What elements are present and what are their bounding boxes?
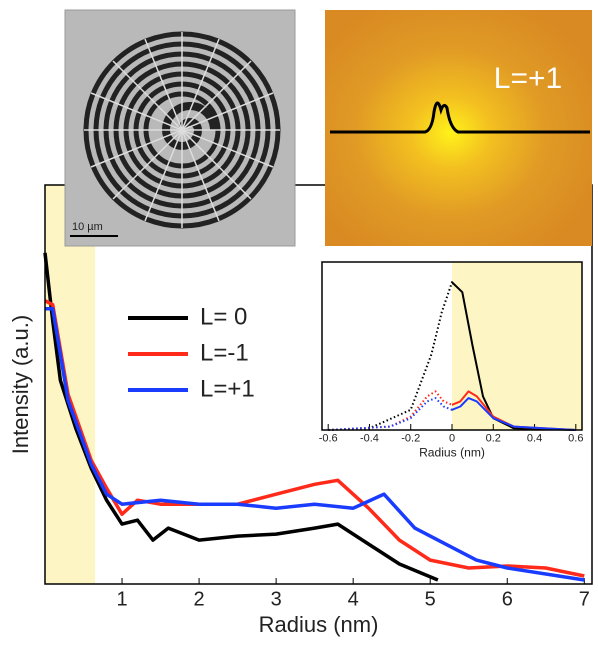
legend-label: L=+1 bbox=[200, 375, 255, 402]
legend-label: L= 0 bbox=[200, 303, 247, 330]
figure: 1 2 3 4 5 6 7 Radius (nm) Intensity (a.u.) L= 0 L=… bbox=[0, 0, 598, 651]
x-tick-label: 0.6 bbox=[568, 433, 583, 445]
legend-label: L=-1 bbox=[200, 339, 249, 366]
map-label: L=+1 bbox=[494, 62, 562, 95]
inset-chart: -0.6 -0.4 -0.2 0 0.2 0.4 0.6 Radius (nm) bbox=[319, 262, 584, 459]
x-tick-label: 0.2 bbox=[486, 433, 501, 445]
y-axis-label: Intensity (a.u.) bbox=[8, 315, 33, 454]
x-tick-label: 4 bbox=[348, 588, 359, 610]
x-axis-label: Radius (nm) bbox=[259, 612, 379, 637]
x-tick-label: -0.6 bbox=[319, 433, 338, 445]
x-tick-label: 1 bbox=[116, 588, 127, 610]
x-tick-label: 3 bbox=[271, 588, 282, 610]
x-tick-label: 2 bbox=[194, 588, 205, 610]
shaded-region bbox=[452, 262, 582, 430]
x-axis-label: Radius (nm) bbox=[419, 445, 485, 459]
scalebar-label: 10 µm bbox=[72, 221, 103, 233]
intensity-map: L=+1 bbox=[325, 10, 592, 246]
x-tick-label: 5 bbox=[425, 588, 436, 610]
x-tick-label: 0 bbox=[449, 433, 455, 445]
x-tick-label: 0.4 bbox=[527, 433, 542, 445]
x-tick-label: 7 bbox=[579, 588, 590, 610]
sem-image: 10 µm bbox=[65, 10, 295, 246]
x-tick-label: -0.4 bbox=[360, 433, 379, 445]
x-tick-label: 6 bbox=[502, 588, 513, 610]
x-tick-label: -0.2 bbox=[401, 433, 420, 445]
